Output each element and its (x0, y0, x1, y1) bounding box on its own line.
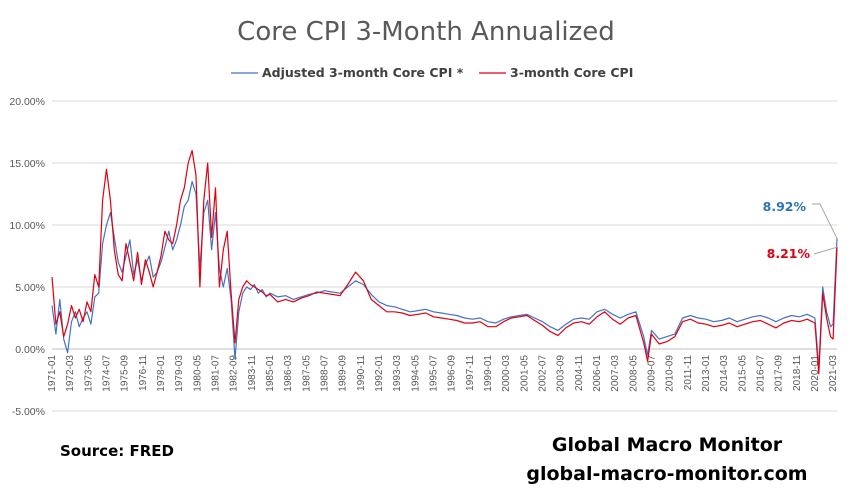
y-gridlines (52, 100, 837, 412)
x-tick-label: 2021-03 (828, 355, 839, 392)
series-line-core (51, 150, 838, 375)
x-tick-label: 1986-03 (283, 355, 294, 392)
y-tick-label: 0.00% (15, 344, 45, 356)
x-tick-label: 2006-01 (592, 355, 603, 392)
x-tick-label: 1981-07 (210, 355, 221, 392)
x-tick-label: 2003-09 (556, 355, 567, 392)
chart-legend: Adjusted 3-month Core CPI * 3-month Core… (231, 65, 633, 80)
x-tick-label: 1979-03 (174, 355, 185, 392)
series-lines (51, 150, 838, 375)
x-tick-label: 1992-01 (374, 355, 385, 392)
x-tick-label: 2017-09 (774, 355, 785, 392)
x-tick-label: 1995-07 (428, 355, 439, 392)
annotation-leader (813, 246, 838, 255)
brand-url: global-macro-monitor.com (526, 463, 807, 485)
x-tick-label: 1988-07 (319, 355, 330, 392)
end-annotations: 8.92% 8.21% (763, 199, 838, 261)
annotation-label: 8.21% (767, 246, 811, 261)
y-tick-label: 10.00% (9, 220, 45, 232)
x-tick-label: 1982-09 (229, 355, 240, 392)
series-line-adjusted (51, 181, 838, 369)
x-tick-label: 2009-07 (646, 355, 657, 392)
source-label: Source: FRED (60, 442, 174, 460)
x-tick-label: 1997-11 (465, 355, 476, 391)
x-tick-label: 2014-03 (719, 355, 730, 392)
chart-title: Core CPI 3-Month Annualized (237, 17, 615, 47)
y-axis-ticks: 20.00% 15.00% 10.00% 5.00% 0.00% -5.00% (9, 96, 45, 418)
y-tick-label: 20.00% (9, 96, 45, 108)
x-tick-label: 1980-05 (192, 355, 203, 392)
y-tick-label: 15.00% (9, 158, 45, 170)
legend-label-adjusted: Adjusted 3-month Core CPI * (262, 65, 464, 80)
x-tick-label: 2016-07 (755, 355, 766, 392)
legend-label-core: 3-month Core CPI (510, 65, 633, 80)
annotation-label: 8.92% (763, 199, 807, 214)
x-tick-label: 1976-11 (138, 355, 149, 391)
x-tick-label: 2020-01 (810, 355, 821, 392)
x-tick-label: 2013-01 (701, 355, 712, 392)
x-tick-label: 2000-03 (501, 355, 512, 392)
x-tick-label: 1973-05 (83, 355, 94, 392)
x-tick-label: 1999-01 (483, 355, 494, 392)
x-tick-label: 1975-09 (120, 355, 131, 392)
x-tick-label: 1994-05 (410, 355, 421, 392)
y-tick-label: 5.00% (15, 282, 45, 294)
x-tick-label: 2008-05 (628, 355, 639, 392)
x-tick-label: 1990-11 (356, 355, 367, 391)
x-tick-label: 1974-07 (101, 355, 112, 392)
x-tick-label: 1985-01 (265, 355, 276, 392)
x-tick-label: 1996-09 (447, 355, 458, 392)
x-tick-label: 1972-03 (65, 355, 76, 392)
x-tick-label: 2007-03 (610, 355, 621, 392)
y-tick-label: -5.00% (12, 406, 45, 418)
x-tick-label: 1971-01 (47, 355, 58, 392)
x-tick-label: 2010-09 (665, 355, 676, 392)
x-tick-label: 2018-11 (792, 355, 803, 391)
x-tick-label: 1987-05 (301, 355, 312, 392)
x-tick-label: 1983-11 (247, 355, 258, 391)
annotation-leader (812, 203, 838, 239)
x-tick-label: 1989-09 (338, 355, 349, 392)
x-tick-label: 2015-05 (737, 355, 748, 392)
x-tick-label: 2004-11 (574, 355, 585, 391)
x-tick-label: 1993-03 (392, 355, 403, 392)
x-tick-label: 2011-11 (683, 355, 694, 391)
x-axis-ticks: 1971-01 1972-03 1973-05 1974-07 1975-09 1976-… (47, 355, 839, 392)
brand-name: Global Macro Monitor (552, 434, 783, 456)
x-tick-label: 1978-01 (156, 355, 167, 392)
x-tick-label: 2002-07 (537, 355, 548, 392)
x-tick-label: 2001-05 (519, 355, 530, 392)
